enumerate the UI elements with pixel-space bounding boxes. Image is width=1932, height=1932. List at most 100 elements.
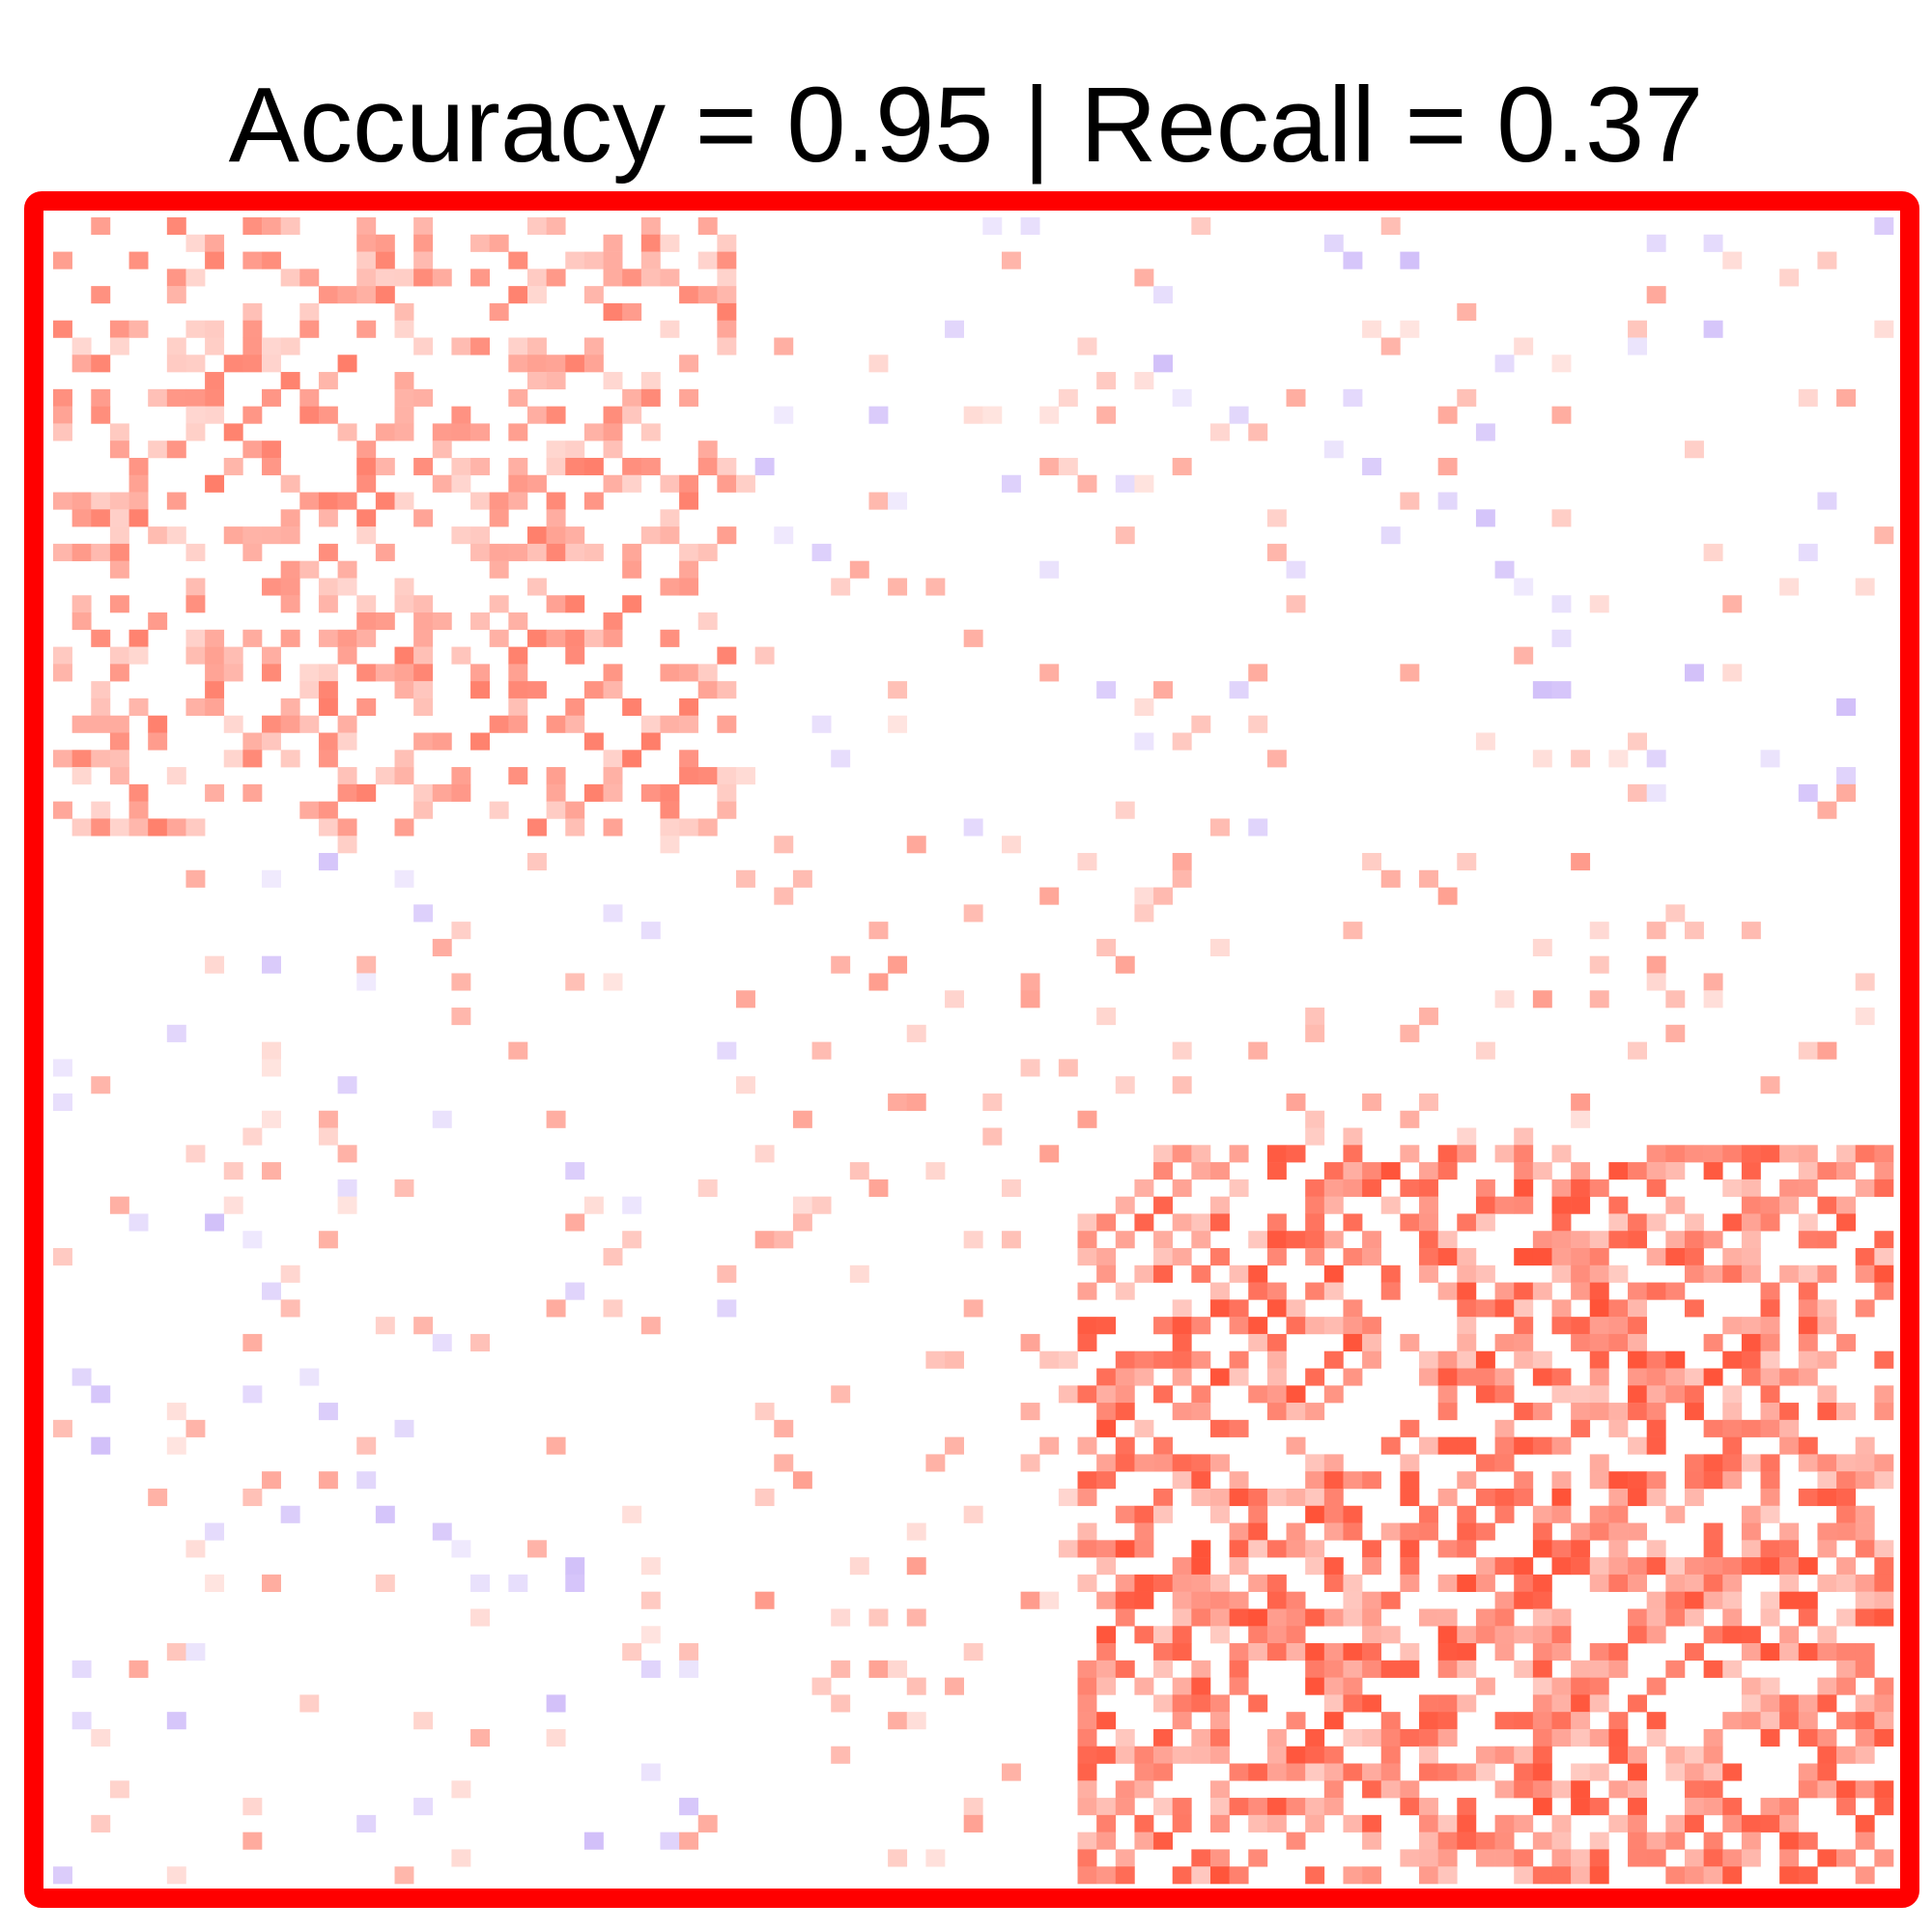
heatmap-cell — [318, 1127, 338, 1146]
heatmap-cell — [1400, 320, 1420, 338]
heatmap-cell — [1514, 1660, 1534, 1678]
heatmap-cell — [1608, 1505, 1629, 1523]
heatmap-cell — [489, 302, 509, 321]
heatmap-cell — [1096, 1317, 1117, 1335]
heatmap-cell — [166, 355, 186, 373]
heatmap-cell — [1343, 388, 1363, 407]
heatmap-cell — [1589, 1264, 1609, 1283]
heatmap-cell — [148, 715, 168, 733]
heatmap-cell — [1115, 1591, 1135, 1609]
heatmap-cell — [1077, 1574, 1097, 1592]
heatmap-cell — [1874, 1145, 1894, 1163]
heatmap-cell — [1305, 1557, 1325, 1576]
heatmap-cell — [1514, 1780, 1534, 1799]
heatmap-cell — [1703, 1849, 1723, 1867]
heatmap-cell — [1646, 955, 1666, 974]
heatmap-cell — [242, 732, 263, 751]
heatmap-cell — [1266, 1350, 1287, 1369]
heatmap-cell — [1703, 1626, 1723, 1644]
heatmap-cell — [262, 440, 281, 459]
heatmap-cell — [1323, 1488, 1344, 1507]
heatmap-cell — [356, 664, 377, 682]
heatmap-cell — [1589, 1317, 1609, 1335]
heatmap-cell — [1248, 1522, 1268, 1541]
heatmap-cell — [1323, 1746, 1344, 1764]
heatmap-cell — [1400, 1471, 1420, 1490]
heatmap-cell — [1077, 474, 1097, 493]
heatmap-cell — [1760, 1282, 1780, 1300]
heatmap-cell — [1286, 1299, 1306, 1318]
heatmap-cell — [1646, 1213, 1666, 1232]
heatmap-cell — [432, 474, 452, 493]
heatmap-cell — [1817, 1403, 1837, 1421]
heatmap-cell — [1741, 1540, 1761, 1558]
heatmap-cell — [1286, 1763, 1306, 1781]
heatmap-cell — [1362, 1162, 1382, 1180]
heatmap-cell — [128, 1213, 149, 1232]
heatmap-cell — [736, 474, 755, 493]
heatmap-cell — [1115, 1231, 1135, 1249]
heatmap-cell — [1628, 1849, 1647, 1867]
heatmap-cell — [1020, 217, 1040, 236]
heatmap-cell — [526, 286, 547, 304]
heatmap-cell — [1646, 1436, 1666, 1455]
heatmap-cell — [1703, 1264, 1723, 1283]
heatmap-cell — [1191, 1746, 1211, 1764]
heatmap-cell — [583, 1196, 604, 1214]
heatmap-cell — [1779, 1403, 1800, 1421]
heatmap-cell — [1248, 1849, 1268, 1867]
heatmap-cell — [1380, 1522, 1401, 1541]
heatmap-cell — [1172, 1403, 1192, 1421]
heatmap-cell — [1589, 1677, 1609, 1695]
heatmap-cell — [1457, 1522, 1477, 1541]
heatmap-cell — [1209, 1574, 1230, 1592]
heatmap-cell — [1551, 1780, 1572, 1799]
heatmap-cell — [337, 1179, 357, 1197]
heatmap-cell — [774, 1231, 794, 1249]
heatmap-cell — [1039, 457, 1060, 476]
heatmap-cell — [1362, 320, 1382, 338]
heatmap-cell — [1323, 1712, 1344, 1730]
heatmap-cell — [280, 750, 300, 768]
heatmap-cell — [1305, 1677, 1325, 1695]
heatmap-cell — [1305, 1540, 1325, 1558]
heatmap-cell — [1874, 1677, 1894, 1695]
heatmap-cell — [1608, 1574, 1629, 1592]
heatmap-cell — [1286, 560, 1306, 579]
heatmap-cell — [1096, 1591, 1117, 1609]
heatmap-cell — [1817, 1574, 1837, 1592]
heatmap-cell — [1836, 1471, 1857, 1490]
heatmap-cell — [603, 629, 623, 647]
heatmap-cell — [1134, 904, 1154, 923]
heatmap-cell — [565, 595, 585, 613]
heatmap-cell — [1494, 1505, 1515, 1523]
heatmap-cell — [717, 337, 737, 355]
heatmap-cell — [1115, 526, 1135, 545]
heatmap-cell — [1608, 1213, 1629, 1232]
heatmap-cell — [1703, 320, 1723, 338]
heatmap-cell — [1589, 1832, 1609, 1850]
heatmap-cell — [166, 492, 186, 510]
heatmap-cell — [906, 1712, 926, 1730]
heatmap-cell — [1191, 1866, 1211, 1885]
heatmap-cell — [1172, 1041, 1192, 1060]
heatmap-cell — [1343, 1333, 1363, 1352]
heatmap-cell — [1589, 1454, 1609, 1472]
heatmap-cell — [394, 302, 414, 321]
heatmap-cell — [1741, 1145, 1761, 1163]
heatmap-cell — [185, 269, 206, 287]
heatmap-cell — [1874, 1264, 1894, 1283]
heatmap-cell — [1172, 1213, 1192, 1232]
heatmap-cell — [1380, 1162, 1401, 1180]
heatmap-cell — [1874, 1403, 1894, 1421]
heatmap-cell — [660, 474, 680, 493]
heatmap-cell — [1153, 1626, 1174, 1644]
heatmap-cell — [1457, 1248, 1477, 1266]
heatmap-cell — [1608, 1746, 1629, 1764]
heatmap-cell — [1608, 1780, 1629, 1799]
heatmap-cell — [1722, 1145, 1743, 1163]
heatmap-cell — [1798, 1333, 1818, 1352]
heatmap-cell — [262, 955, 281, 974]
heatmap-cell — [1229, 1608, 1249, 1627]
heatmap-cell — [1153, 286, 1174, 304]
